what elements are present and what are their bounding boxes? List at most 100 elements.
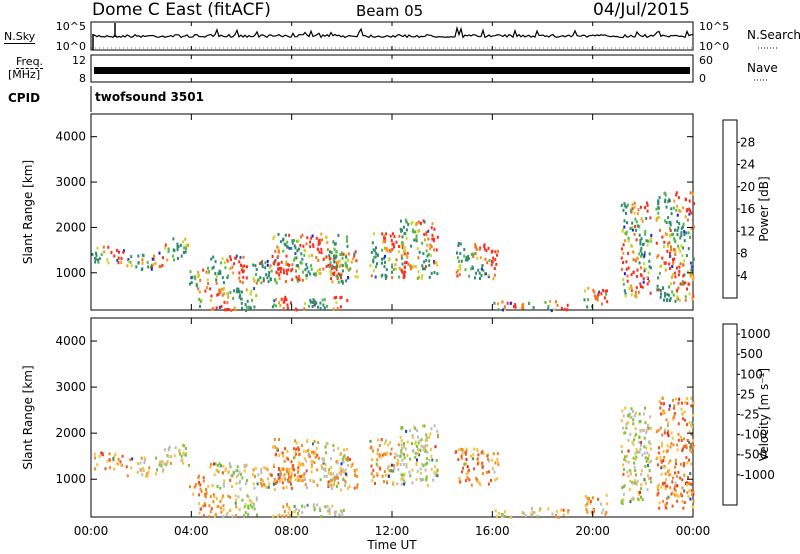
heatmap-cell [222,281,225,285]
heatmap-cell [277,246,280,250]
colorbar-tick-label: 4 [740,269,748,283]
heatmap-cell [335,274,338,278]
heatmap-cell [290,482,292,486]
heatmap-cell [332,273,335,276]
heatmap-cell [404,249,407,253]
heatmap-cell [273,235,276,239]
heatmap-cell [690,396,693,400]
heatmap-cell [287,480,290,484]
heatmap-cell [424,444,427,448]
heatmap-cell [655,430,658,434]
heatmap-cell [644,406,646,410]
heatmap-cell [685,456,688,460]
heatmap-cell [296,277,299,281]
heatmap-cell [336,263,339,267]
heatmap-cell [272,237,275,241]
heatmap-cell [407,222,410,226]
heatmap-cell [400,473,403,477]
heatmap-cell [690,442,692,446]
heatmap-cell [691,489,693,493]
heatmap-cell [254,264,257,268]
heatmap-cell [504,510,507,514]
heatmap-cell [340,509,343,513]
heatmap-cell [335,254,338,258]
heatmap-cell [634,481,637,485]
heatmap-cell [629,432,632,436]
heatmap-cell [378,444,381,447]
heatmap-cell [623,225,626,229]
heatmap-cell [690,462,693,466]
heatmap-cell [650,235,653,239]
heatmap-cell [402,225,405,229]
heatmap-cell [324,463,327,467]
heatmap-cell [459,267,462,271]
heatmap-cell [411,229,414,233]
heatmap-cell [268,271,271,275]
heatmap-cell [480,274,483,277]
heatmap-cell [411,265,414,269]
heatmap-cell [685,446,688,449]
heatmap-cell [484,257,487,261]
heatmap-cell [663,431,666,435]
heatmap-cell [497,462,500,466]
heatmap-cell [293,258,296,262]
heatmap-cell [676,220,679,224]
heatmap-cell [321,466,323,470]
heatmap-cell [676,484,679,488]
heatmap-cell [218,288,221,292]
heatmap-cell [589,500,592,503]
heatmap-cell [634,224,637,228]
heatmap-cell [150,267,153,271]
heatmap-cell [141,253,144,257]
heatmap-cell [327,480,330,484]
heatmap-cell [139,461,142,465]
heatmap-cell [289,514,292,518]
heatmap-cell [475,245,478,249]
heatmap-cell [303,457,306,461]
heatmap-cell [426,444,429,448]
heatmap-cell [479,256,482,260]
heatmap-cell [216,293,219,297]
heatmap-cell [229,258,232,261]
heatmap-cell [666,431,669,435]
heatmap-cell [131,457,134,461]
heatmap-cell [418,220,420,224]
heatmap-cell [391,276,394,280]
heatmap-cell [372,248,375,252]
heatmap-cell [320,251,323,255]
heatmap-cell [687,247,690,251]
heatmap-cell [596,295,599,299]
heatmap-cell [286,303,289,307]
heatmap-cell [677,401,680,405]
heatmap-cell [673,237,676,240]
heatmap-cell [419,471,422,475]
heatmap-cell [413,264,416,268]
heatmap-cell [483,272,486,276]
heatmap-cell [496,461,499,464]
heatmap-cell [632,481,635,485]
heatmap-cell [115,461,118,465]
heatmap-cell [488,258,491,262]
heatmap-cell [310,463,313,467]
heatmap-cell [560,508,563,512]
heatmap-cell [253,475,256,479]
heatmap-cell [605,292,608,296]
heatmap-cell [413,238,416,242]
heatmap-cell [674,494,677,498]
heatmap-cell [346,299,349,302]
heatmap-cell [692,257,695,261]
heatmap-cell [638,436,641,439]
heatmap-cell [422,267,424,271]
heatmap-cell [520,306,523,310]
heatmap-cell [386,451,389,455]
heatmap-cell [373,249,376,253]
heatmap-cell [633,232,636,236]
heatmap-cell [249,306,252,310]
heatmap-cell [342,508,345,512]
heatmap-cell [347,252,350,256]
heatmap-cell [278,513,281,517]
heatmap-cell [690,268,693,272]
heatmap-cell [278,480,281,484]
heatmap-cell [648,265,651,269]
heatmap-cell [215,278,218,282]
